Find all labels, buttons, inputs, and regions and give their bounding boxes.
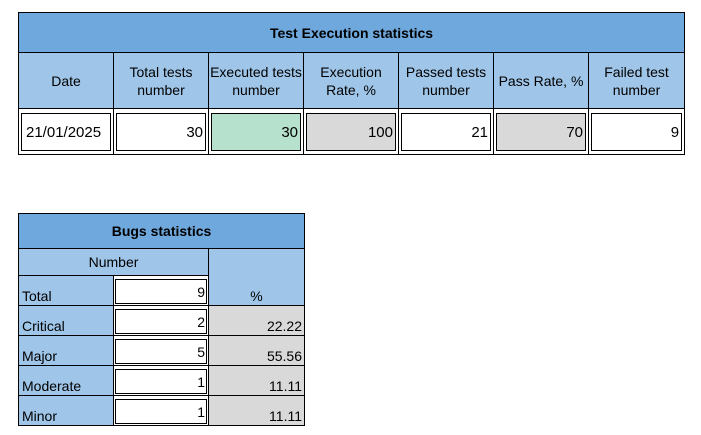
header-execution-rate: Execution Rate, %	[303, 52, 399, 109]
header-pass-rate: Pass Rate, %	[493, 52, 589, 109]
failed-tests-value[interactable]: 9	[591, 112, 683, 151]
date-cell[interactable]: 21/01/2025	[18, 108, 114, 155]
bugs-label-major: Major	[18, 335, 114, 366]
bugs-label-moderate: Moderate	[18, 365, 114, 396]
bugs-number-total[interactable]: 9	[115, 279, 207, 304]
bugs-number-minor[interactable]: 1	[115, 399, 207, 424]
executed-tests-cell[interactable]: 30	[208, 108, 304, 155]
execution-data-row: 21/01/2025 30 30 100 21 70 9	[18, 108, 686, 155]
bugs-label-critical: Critical	[18, 305, 114, 336]
bugs-number-critical[interactable]: 2	[115, 309, 207, 334]
bugs-number-header: Number	[18, 248, 209, 276]
header-date: Date	[18, 52, 114, 109]
execution-rate-cell: 100	[303, 108, 399, 155]
date-value[interactable]: 21/01/2025	[21, 112, 111, 151]
header-total-tests: Total tests number	[113, 52, 209, 109]
pass-rate-value: 70	[496, 112, 586, 151]
total-tests-value[interactable]: 30	[116, 112, 206, 151]
header-passed-tests: Passed tests number	[398, 52, 494, 109]
bugs-percent-minor: 11.11	[208, 395, 305, 426]
total-tests-cell[interactable]: 30	[113, 108, 209, 155]
pass-rate-cell: 70	[493, 108, 589, 155]
bugs-row-moderate: Moderate 1 11.11	[18, 365, 305, 396]
bugs-number-cell-critical[interactable]: 2	[113, 305, 209, 336]
execution-rate-value: 100	[306, 112, 396, 151]
bugs-number-cell-moderate[interactable]: 1	[113, 365, 209, 396]
bugs-statistics-table: Bugs statistics Number % Total 9 Critica…	[18, 213, 305, 426]
passed-tests-cell[interactable]: 21	[398, 108, 494, 155]
bugs-number-cell-major[interactable]: 5	[113, 335, 209, 366]
bugs-title: Bugs statistics	[18, 213, 305, 249]
bugs-percent-major: 55.56	[208, 335, 305, 366]
bugs-percent-moderate: 11.11	[208, 365, 305, 396]
header-executed-tests: Executed tests number	[208, 52, 304, 109]
header-failed-tests: Failed test number	[587, 52, 686, 109]
bugs-row-critical: Critical 2 22.22	[18, 305, 305, 336]
bugs-number-cell-minor[interactable]: 1	[113, 395, 209, 426]
passed-tests-value[interactable]: 21	[401, 112, 491, 151]
bugs-number-moderate[interactable]: 1	[115, 369, 207, 394]
bugs-number-major[interactable]: 5	[115, 339, 207, 364]
execution-title: Test Execution statistics	[17, 12, 686, 53]
bugs-percent-critical: 22.22	[208, 305, 305, 336]
executed-tests-value[interactable]: 30	[211, 112, 301, 151]
bugs-row-minor: Minor 1 11.11	[18, 395, 305, 426]
bugs-row-major: Major 5 55.56	[18, 335, 305, 366]
bugs-row-total: Total 9	[18, 275, 305, 306]
test-execution-table: Test Execution statistics Date Total tes…	[17, 12, 686, 155]
failed-tests-cell[interactable]: 9	[587, 108, 686, 155]
bugs-number-cell-total[interactable]: 9	[113, 275, 209, 306]
bugs-label-total: Total	[18, 275, 114, 306]
bugs-percent-header: %	[208, 248, 305, 306]
bugs-label-minor: Minor	[18, 395, 114, 426]
